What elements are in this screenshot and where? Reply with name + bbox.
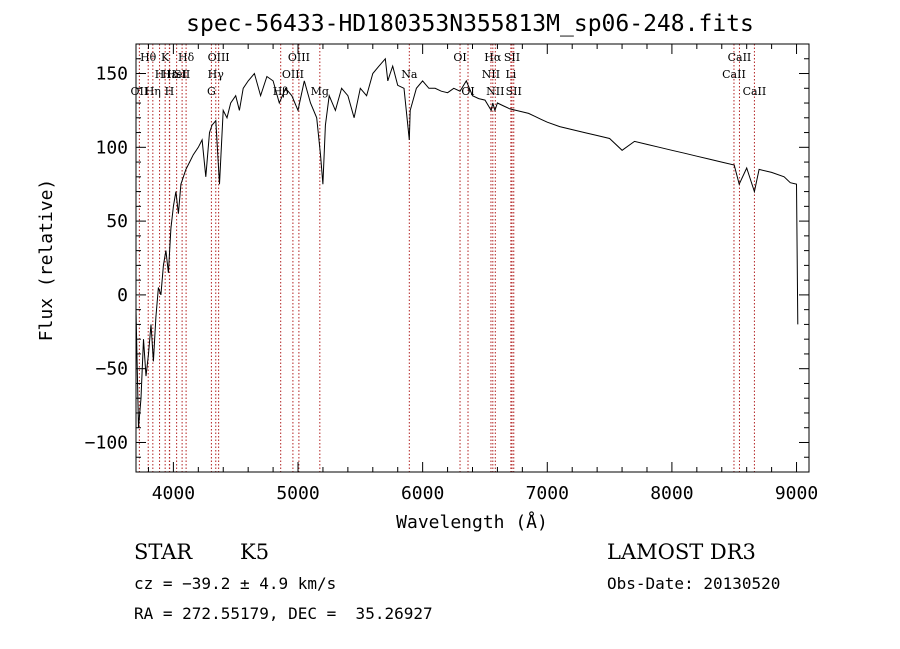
line-label: CaII [722,68,746,81]
x-axis: 4000 5000 6000 7000 8000 9000 [147,44,818,504]
y-tick-label: −100 [85,432,128,453]
line-label: H [165,85,175,98]
line-label: G [207,85,216,98]
line-label: CaII [743,85,767,98]
line-label: NII [482,68,500,81]
line-label: CaII [728,51,752,64]
line-label: SII [506,85,522,98]
line-label: OI [461,85,474,98]
redshift-readout: cz = −39.2 ± 4.9 km/s [134,574,337,593]
line-label: Hγ [208,68,225,81]
object-class: STAR [134,540,193,564]
line-label: SII [504,51,520,64]
y-tick-label: 150 [95,64,128,85]
line-label: Hε [162,68,178,81]
line-label: OIII [282,68,304,81]
x-tick-label: 8000 [650,483,693,504]
line-label: SII [174,68,190,81]
line-label: Hθ [140,51,157,64]
line-label: Hδ [178,51,195,64]
y-tick-label: 50 [106,211,128,232]
y-tick-label: 100 [95,137,128,158]
chart-title: spec-56433-HD180353N355813M_sp06-248.fit… [186,11,754,37]
y-tick-label: 0 [117,285,128,306]
x-tick-label: 9000 [775,483,818,504]
coordinates: RA = 272.55179, DEC = 35.26927 [134,604,433,623]
line-label: HeI [166,68,186,81]
y-axis: −100 −50 0 50 100 150 [85,58,809,458]
x-tick-label: 6000 [401,483,444,504]
x-tick-label: 7000 [526,483,569,504]
line-label: NII [486,85,504,98]
line-label: OII [131,85,149,98]
spectrum-series [135,57,799,428]
spectral-line-markers [138,44,755,472]
survey-name: LAMOST DR3 [607,540,756,564]
line-label: K [161,51,170,64]
x-tick-label: 5000 [276,483,319,504]
line-label: OIII [288,51,310,64]
line-label: Hα [484,51,502,64]
line-label: OIII [208,51,230,64]
plot-frame [135,43,810,473]
line-label: Na [401,68,418,81]
line-label: H [155,68,165,81]
line-label: OI [453,51,466,64]
line-label: Hη [145,85,161,98]
obs-date: Obs-Date: 20130520 [607,574,781,593]
x-tick-label: 4000 [152,483,195,504]
spectrum-line [135,57,799,428]
object-subclass: K5 [240,540,270,564]
x-axis-label: Wavelength (Å) [396,511,548,533]
line-label: Mg [311,85,329,98]
line-label: Li [505,68,516,81]
y-tick-label: −50 [95,359,128,380]
y-axis-label: Flux (relative) [36,179,57,342]
